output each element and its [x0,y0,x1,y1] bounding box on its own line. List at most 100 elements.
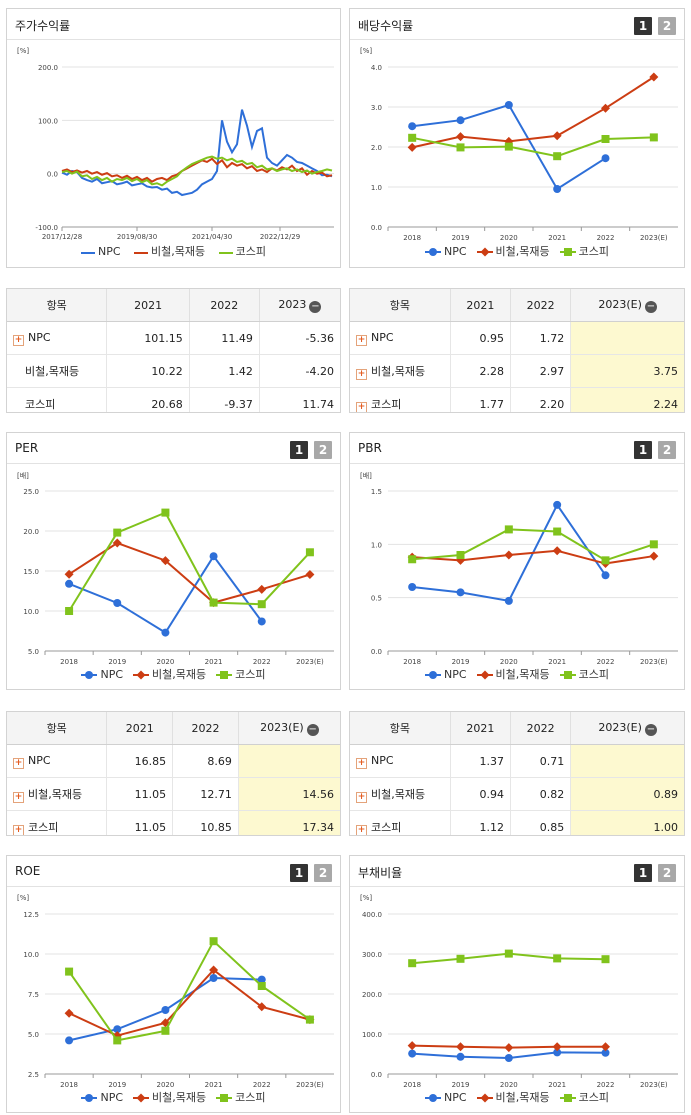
table-cell: -5.36 [258,321,340,355]
y-tick-label: 4.0 [371,64,382,72]
legend-marker-npc [85,671,94,679]
plus-icon[interactable]: + [13,791,24,803]
legend-npc[interactable]: NPC [81,668,123,681]
row-label: + NPC [7,321,107,355]
x-tick-label: 2019 [108,658,126,666]
plus-icon[interactable]: + [356,824,367,835]
data-point-steel [649,72,659,82]
data-point-npc [408,122,417,131]
y-tick-label: 200.0 [38,64,58,72]
series-line-npc [68,554,263,634]
column-header: 2022 [188,289,260,322]
view-2-button[interactable]: 2 [314,864,332,882]
legend-npc[interactable]: NPC [424,668,467,681]
data-point-kospi [601,556,610,565]
plus-icon[interactable]: + [13,824,24,835]
view-1-button[interactable]: 1 [634,864,652,882]
column-header: 항목 [350,712,451,745]
legend-npc[interactable]: NPC [424,245,467,258]
legend-npc[interactable]: NPC [424,1091,467,1104]
view-1-button[interactable]: 1 [290,864,308,882]
table-cell: 1.00 [570,810,684,835]
plus-icon[interactable]: + [356,334,367,346]
table-cell: 0.82 [509,777,571,811]
collapse-icon[interactable]: − [644,300,657,313]
y-tick-label: 7.5 [28,991,39,999]
legend-npc[interactable]: NPC [81,1091,123,1104]
plus-icon[interactable]: + [356,757,367,769]
panel-title: 부채비율 [358,866,403,880]
legend-steel[interactable]: 비철,목재등 [133,666,206,682]
stock-return-table: 항목 2021 2022 2023− + NPC 101.15 11.49 -5.36 비철,목재… [7,289,340,412]
data-point-kospi [113,1036,122,1045]
data-point-npc [65,579,74,588]
legend-kospi[interactable]: 코스피 [216,666,266,682]
legend-steel[interactable]: 비철,목재등 [476,243,550,259]
dividend-table-panel: 항목 2021 2022 2023(E) − + NPC 0.95 1.72 + 비철,목재등 2.2… [349,288,685,413]
row-label: + 비철,목재등 [7,777,107,811]
table-cell [237,744,340,778]
view-1-button[interactable]: 1 [634,441,652,459]
row-label: + NPC [7,744,107,778]
legend-kospi[interactable]: 코스피 [559,1089,610,1105]
unit-label: [%] [360,894,373,902]
table-cell: 101.15 [106,321,190,355]
pbr-table: 항목 2021 2022 2023(E) − + NPC 1.37 0.71 + 비철,목재등 0.9… [350,712,684,835]
y-tick-label: 3.0 [371,104,382,112]
y-tick-label: 5.0 [28,648,39,656]
data-point-kospi [257,982,266,990]
data-point-steel [112,538,122,548]
series-line-steel [412,549,654,565]
x-tick-label: 2023(E) [640,658,668,666]
legend-steel[interactable]: 비철,목재등 [133,1089,206,1105]
data-point-steel [552,546,562,556]
view-1-button[interactable]: 1 [634,17,652,35]
legend-kospi[interactable]: 코스피 [218,245,267,258]
view-2-button[interactable]: 2 [658,864,676,882]
panel-title: PER [15,441,39,455]
x-tick-label: 2017/12/28 [42,233,82,241]
view-2-button[interactable]: 2 [658,17,676,35]
legend-kospi[interactable]: 코스피 [559,243,609,259]
panel-title: 배당수익률 [358,19,414,33]
plus-icon[interactable]: + [356,791,367,803]
collapse-icon[interactable]: − [306,723,319,736]
view-1-button[interactable]: 1 [290,441,308,459]
legend-kospi[interactable]: 코스피 [216,1089,266,1105]
x-tick-label: 2019/08/30 [117,233,157,241]
collapse-icon[interactable]: − [309,300,322,313]
column-header: 항목 [7,712,107,745]
y-tick-label: 20.0 [23,528,39,536]
table-cell: 2.28 [449,354,511,388]
legend-steel[interactable]: 비철,목재등 [476,1089,550,1105]
y-tick-label: 5.0 [28,1031,39,1039]
table-row: + 비철,목재등 0.94 0.82 0.89 [350,777,684,811]
plus-icon[interactable]: + [13,334,24,346]
plus-icon[interactable]: + [356,401,367,412]
x-tick-label: 2022 [597,658,615,666]
data-point-kospi [456,551,465,559]
legend-label: 코스피 [578,1091,610,1104]
table-cell: 1.37 [449,744,511,778]
legend-steel[interactable]: 비철,목재등 [134,245,206,258]
legend-label: 코스피 [578,668,610,681]
collapse-icon[interactable]: − [644,723,657,736]
table-cell: 1.42 [188,354,260,388]
unit-label: [%] [17,47,30,55]
legend-marker-kospi [220,671,229,679]
legend-steel[interactable]: 비철,목재등 [476,666,550,682]
legend-marker-steel [136,670,146,680]
legend-kospi[interactable]: 코스피 [559,666,610,682]
data-point-kospi [504,949,513,958]
view-2-button[interactable]: 2 [314,441,332,459]
plus-icon[interactable]: + [13,757,24,769]
legend-marker-kospi [563,1094,572,1102]
table-cell: 20.68 [106,387,190,412]
per-chart: 25.0 20.0 15.0 10.0 5.0 2018 2019 2020 2021 2022 2… [23,488,334,666]
plus-icon[interactable]: + [356,368,367,380]
y-tick-label: 0.0 [371,1071,382,1079]
table-cell [570,744,684,778]
view-2-button[interactable]: 2 [658,441,676,459]
legend-npc[interactable]: NPC [80,245,121,258]
